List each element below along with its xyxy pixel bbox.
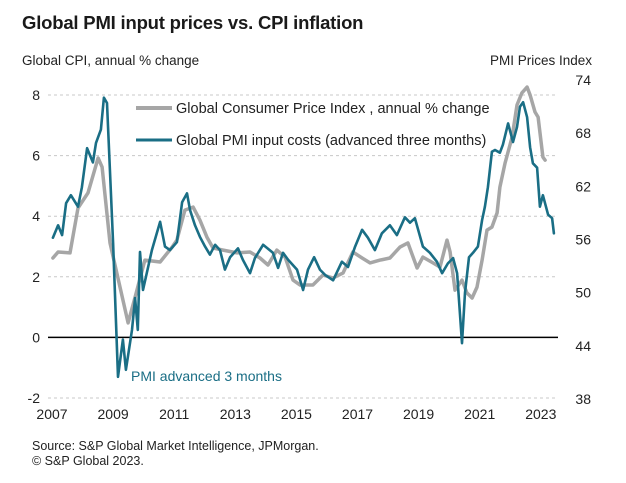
left-axis-tick-label: 6 bbox=[32, 148, 40, 164]
x-axis-tick-label: 2017 bbox=[342, 406, 373, 422]
legend-label-pmi: Global PMI input costs (advanced three m… bbox=[176, 133, 486, 149]
x-axis-tick-label: 2015 bbox=[281, 406, 312, 422]
left-axis-tick-label: 2 bbox=[32, 269, 40, 285]
legend-label-cpi: Global Consumer Price Index , annual % c… bbox=[176, 101, 490, 117]
right-axis-title: PMI Prices Index bbox=[489, 53, 592, 68]
right-axis-tick-label: 62 bbox=[575, 178, 591, 194]
x-axis-tick-label: 2019 bbox=[403, 406, 434, 422]
right-axis-tick-label: 50 bbox=[575, 285, 591, 301]
chart-title: Global PMI input prices vs. CPI inflatio… bbox=[22, 12, 364, 33]
source-text: Source: S&P Global Market Intelligence, … bbox=[32, 439, 319, 453]
x-axis-ticks: 2007 2009 2011 2013 2015 2017 2019 2021 2023 bbox=[36, 406, 556, 422]
left-axis-tick-label: 8 bbox=[32, 87, 40, 103]
gridlines bbox=[48, 94, 558, 399]
right-axis-tick-label: 56 bbox=[575, 232, 591, 248]
series-layer bbox=[51, 85, 556, 379]
right-axis-tick-label: 74 bbox=[575, 72, 591, 88]
left-axis-tick-label: 0 bbox=[32, 329, 40, 345]
right-axis-ticks: 38 44 50 56 62 68 74 bbox=[575, 72, 591, 407]
left-axis-tick-label: -2 bbox=[28, 390, 41, 406]
right-axis-tick-label: 38 bbox=[575, 391, 591, 407]
left-axis-title: Global CPI, annual % change bbox=[22, 53, 200, 68]
x-axis-tick-label: 2011 bbox=[159, 406, 189, 422]
right-axis-tick-label: 44 bbox=[575, 338, 591, 354]
legend: Global Consumer Price Index , annual % c… bbox=[136, 101, 490, 149]
left-axis-ticks: -2 0 2 4 6 8 bbox=[28, 87, 41, 406]
x-axis-tick-label: 2021 bbox=[464, 406, 495, 422]
annotation-pmi-advanced: PMI advanced 3 months bbox=[131, 368, 282, 384]
series-line-cpi bbox=[51, 85, 547, 325]
x-axis-tick-label: 2013 bbox=[220, 406, 251, 422]
copyright-text: © S&P Global 2023. bbox=[32, 454, 144, 468]
x-axis-tick-label: 2009 bbox=[98, 406, 129, 422]
right-axis-tick-label: 68 bbox=[575, 125, 591, 141]
series-line-pmi bbox=[51, 96, 556, 379]
x-axis-tick-label: 2007 bbox=[36, 406, 67, 422]
left-axis-tick-label: 4 bbox=[32, 208, 40, 224]
x-axis-tick-label: 2023 bbox=[525, 406, 556, 422]
source-note: Source: S&P Global Market Intelligence, … bbox=[32, 439, 319, 469]
